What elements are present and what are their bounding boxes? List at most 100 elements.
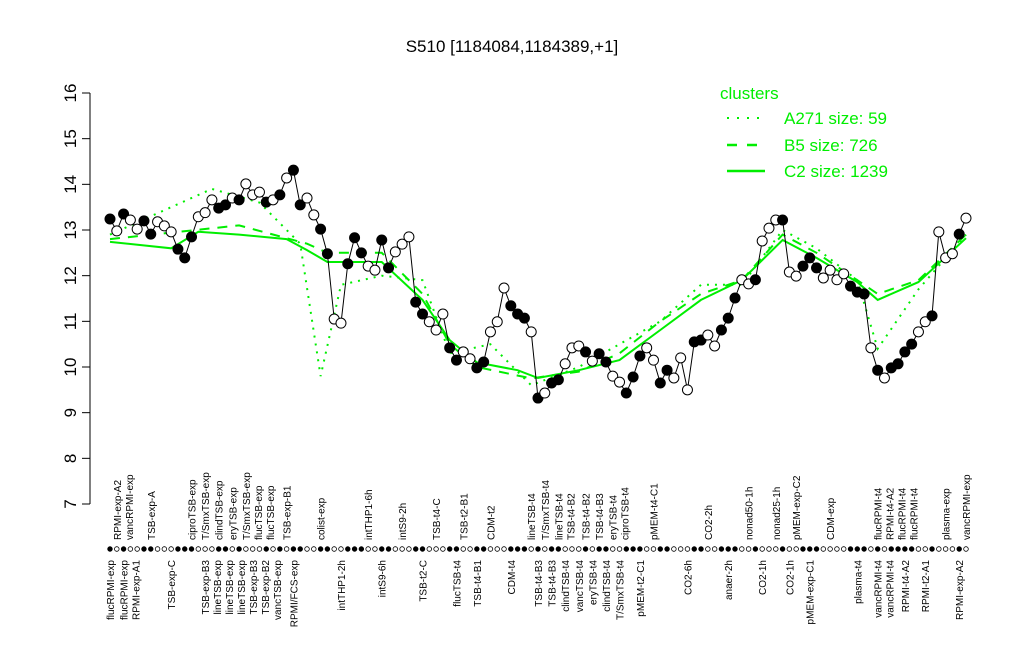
rug-dot xyxy=(576,546,582,552)
sample-series xyxy=(104,164,972,404)
sample-point xyxy=(219,199,231,211)
rug-dot xyxy=(786,546,793,552)
sample-point xyxy=(335,317,347,329)
rug-dot xyxy=(161,546,168,552)
rug-dot xyxy=(963,546,969,552)
sample-point xyxy=(124,214,136,226)
x-label-bottom: lineTSB-exp xyxy=(237,560,248,615)
sample-point xyxy=(240,178,252,190)
sample-point xyxy=(518,312,530,324)
x-label-bottom: vancRPMI-t4 xyxy=(886,560,897,618)
sample-point xyxy=(437,308,449,320)
x-label-bottom: TSB-exp-B3 xyxy=(249,560,260,615)
y-tick-label: 12 xyxy=(61,266,80,285)
sample-point xyxy=(287,164,299,176)
sample-point xyxy=(539,387,551,399)
sample-point xyxy=(484,326,496,338)
x-label-bottom: TSB-exp-B3 xyxy=(201,560,212,615)
rug-dot xyxy=(650,546,657,552)
rug-dot xyxy=(249,546,256,552)
rug-dot xyxy=(732,546,738,552)
sample-point xyxy=(410,296,422,308)
rug-dot xyxy=(779,546,786,552)
sample-point xyxy=(308,209,320,221)
x-label-top: CDM-exp xyxy=(826,497,837,540)
rug-dot xyxy=(582,546,589,552)
rug-dot xyxy=(413,546,419,552)
y-tick-label: 15 xyxy=(61,129,80,148)
rug-dot xyxy=(800,546,806,552)
sample-point xyxy=(620,387,632,399)
rug-dot xyxy=(277,546,283,552)
x-label-bottom: pMEM-exp-C1 xyxy=(806,560,817,625)
x-label-bottom: vancRPMI-t4 xyxy=(874,560,885,618)
sample-point xyxy=(756,235,768,247)
sample-point xyxy=(383,262,395,274)
sample-point xyxy=(600,356,612,368)
sample-point xyxy=(878,372,890,384)
rug-dot xyxy=(385,546,392,552)
sample-point xyxy=(797,260,809,272)
rug-dot xyxy=(134,546,140,552)
rug-dot xyxy=(657,546,663,552)
rug-dot xyxy=(243,546,249,552)
rug-dot xyxy=(175,546,181,552)
sample-point xyxy=(233,194,245,206)
sample-point xyxy=(505,300,517,312)
rug-dot xyxy=(202,546,208,552)
rug-dot xyxy=(487,546,494,552)
x-label-top: plasma-exp xyxy=(942,488,953,540)
legend-entry-a271: A271 size: 59 xyxy=(784,109,887,128)
rug-dot xyxy=(718,546,725,552)
y-axis: 7 8 9 10 11 12 13 14 15 16 xyxy=(61,84,91,509)
sample-point xyxy=(953,228,965,240)
rug-dot xyxy=(936,546,942,552)
x-label-bottom: TSB-t2-C xyxy=(419,560,430,602)
sample-point xyxy=(274,189,286,201)
sample-point xyxy=(342,258,354,270)
sample-point xyxy=(104,213,116,225)
rug-dot xyxy=(311,546,317,552)
rug-dot xyxy=(345,546,351,552)
x-label-bottom: TSB-t4-B3 xyxy=(534,560,545,607)
sample-point xyxy=(491,316,503,328)
sample-point xyxy=(457,346,469,358)
rug-dot xyxy=(739,546,745,552)
sample-point xyxy=(321,248,333,260)
x-label-bottom: CO2-1h xyxy=(758,560,769,595)
y-tick-label: 13 xyxy=(61,221,80,240)
sample-point xyxy=(614,376,626,388)
sample-point xyxy=(824,264,836,276)
x-label-bottom: T/SmxTSB-t4 xyxy=(616,560,627,620)
rug-dot xyxy=(141,546,147,552)
rug-dot xyxy=(453,546,460,552)
rug-dot xyxy=(392,546,399,552)
x-label-bottom: lineTSB-exp xyxy=(225,560,236,615)
rug-dot xyxy=(637,546,643,552)
y-tick-label: 8 xyxy=(61,454,80,463)
x-label-bottom: CO2-1h xyxy=(785,560,796,595)
x-label-top: TSB-exp-A xyxy=(147,491,158,540)
sample-point xyxy=(301,192,313,204)
x-label-top: pMEM-exp-C2 xyxy=(792,475,803,540)
x-label-top: T/SmxTSB-t4 xyxy=(541,480,552,540)
rug-dot xyxy=(256,546,263,552)
rug-dot xyxy=(236,546,242,552)
sample-point xyxy=(702,329,714,341)
rug-dot xyxy=(304,546,310,552)
x-label-top: TSB-t4-B2 xyxy=(582,493,593,540)
sample-point xyxy=(790,270,802,282)
sample-point xyxy=(729,292,741,304)
rug-dot xyxy=(766,546,772,552)
legend-entry-c2: C2 size: 1239 xyxy=(784,162,888,181)
legend-title: clusters xyxy=(720,84,779,103)
rug-dot xyxy=(229,546,235,552)
sample-point xyxy=(253,186,265,198)
x-label-top: flucRPMI-t4 xyxy=(898,487,909,540)
sample-point xyxy=(960,212,972,224)
cluster-line-solid xyxy=(109,230,967,380)
rug-dot xyxy=(338,546,344,552)
sample-point xyxy=(111,225,123,237)
x-label-top: TSB-t2-B1 xyxy=(459,493,470,540)
